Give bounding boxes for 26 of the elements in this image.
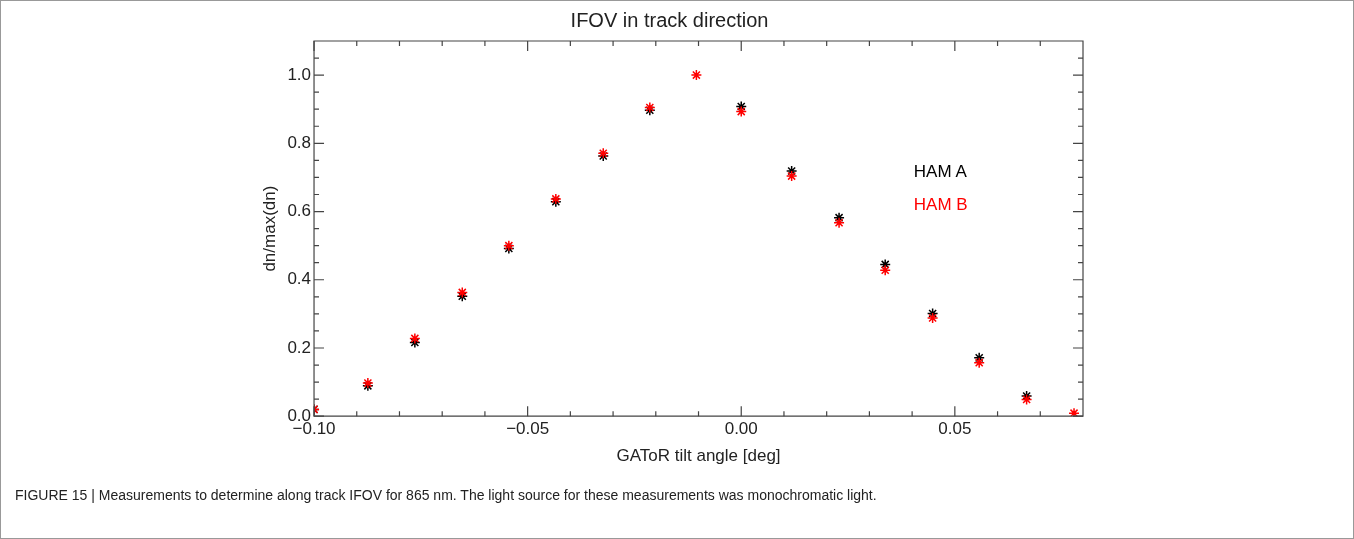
- point: [879, 264, 891, 276]
- y-tick-label: 0.2: [287, 337, 312, 357]
- y-tick-label: 1.0: [287, 64, 312, 84]
- y-tick-label: 0.6: [287, 201, 312, 221]
- point: [690, 69, 703, 81]
- y-axis-title: dn/max(dn): [259, 185, 279, 272]
- point: [926, 312, 939, 324]
- point: [735, 105, 747, 118]
- x-tick-label: 0.00: [724, 419, 758, 439]
- text: HAM B: [913, 195, 968, 215]
- point: [833, 217, 845, 229]
- x-tick-label: 0.05: [938, 419, 972, 439]
- point: [456, 286, 469, 299]
- x-tick-label: −0.05: [506, 419, 550, 439]
- chart-title: IFOV in track direction: [570, 8, 769, 31]
- point: [1020, 393, 1033, 406]
- point: [973, 356, 985, 369]
- text: HAM A: [913, 162, 968, 182]
- point: [409, 332, 421, 345]
- point: [1068, 407, 1080, 417]
- y-tick-label: 0.4: [287, 269, 312, 289]
- x-axis-title: GAToR tilt angle [deg]: [616, 446, 781, 466]
- caption: FIGURE 15 | Measurements to determine along track IFOV for 865 nm. The light source for these measurements was monochromatic light.: [15, 487, 877, 503]
- y-tick-label: 0.8: [287, 133, 312, 153]
- point: [785, 170, 798, 182]
- point: [1020, 390, 1033, 402]
